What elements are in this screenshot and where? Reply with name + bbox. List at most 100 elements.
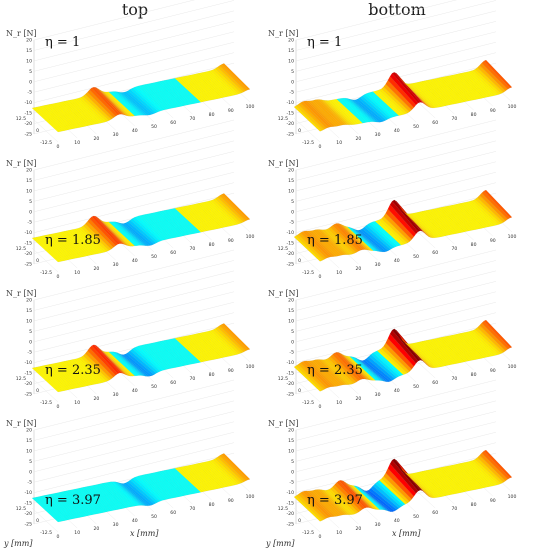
z-axis-label: N_r [N]: [268, 29, 299, 38]
x-tick-label: 60: [170, 120, 176, 126]
surface: [31, 193, 251, 263]
y-tick-label: 0: [298, 128, 301, 134]
z-gridline: [33, 270, 235, 322]
x-gridline: [293, 247, 321, 273]
z-tick-label: 20: [288, 38, 294, 44]
z-gridline: [33, 421, 235, 472]
y-tick-label: 0: [298, 518, 301, 524]
x-tick-label: 0: [57, 144, 60, 150]
x-tick-label: 40: [394, 388, 400, 394]
x-tick-label: 50: [151, 124, 157, 130]
x-tick-label: 70: [189, 376, 195, 382]
x-tick-label: 100: [246, 234, 255, 240]
y-axis-label: y [mm]: [3, 539, 33, 548]
z-gridline: [295, 281, 497, 332]
x-tick-label: 40: [132, 388, 138, 394]
y-tick-label: -12.5: [302, 400, 314, 406]
z-gridline: [295, 10, 497, 62]
y-tick-label: -12.5: [40, 400, 52, 406]
y-tick-label: 12.5: [278, 506, 288, 512]
z-tick-label: 0: [29, 79, 32, 85]
z-gridline: [33, 400, 235, 452]
z-gridline: [295, 161, 497, 212]
z-tick-label: -10: [24, 490, 32, 496]
z-gridline: [33, 130, 235, 181]
z-tick-label: -15: [24, 501, 32, 507]
z-gridline: [295, 302, 497, 353]
x-tick-label: 50: [413, 384, 419, 390]
z-tick-label: 20: [288, 168, 294, 174]
z-tick-label: -10: [24, 360, 32, 366]
y-tick-label: 0: [36, 388, 39, 394]
y-tick-label: 12.5: [16, 376, 26, 382]
z-gridline: [33, 10, 235, 62]
surface: [31, 63, 251, 133]
z-tick-label: -15: [24, 241, 32, 247]
z-tick-label: 5: [29, 199, 32, 205]
column-title-bottom: bottom: [368, 0, 426, 19]
z-tick-label: -25: [24, 392, 32, 398]
x-tick-label: 50: [151, 384, 157, 390]
z-gridline: [295, 140, 497, 192]
z-gridline: [33, 21, 235, 72]
x-tick-label: 30: [113, 522, 119, 528]
surface-patch: [221, 453, 251, 481]
surface: [293, 319, 513, 392]
z-tick-label: -15: [286, 111, 294, 117]
z-axis-label: N_r [N]: [268, 419, 299, 428]
y-axis-label: y [mm]: [265, 539, 295, 548]
x-tick-label: 90: [228, 368, 234, 374]
x-tick-label: 10: [336, 270, 342, 276]
x-tick-label: 10: [336, 530, 342, 536]
x-tick-label: 20: [355, 266, 361, 272]
z-tick-label: 10: [288, 448, 294, 454]
x-tick-label: 90: [490, 238, 496, 244]
z-tick-label: 20: [288, 428, 294, 434]
z-tick-label: 10: [288, 58, 294, 64]
z-gridline: [33, 390, 235, 441]
z-gridline: [33, 411, 235, 462]
x-gridline: [31, 247, 59, 273]
eta-label: η = 2.35: [307, 363, 363, 378]
z-tick-label: 15: [288, 178, 294, 184]
y-tick-label: 12.5: [16, 116, 26, 122]
z-gridline: [295, 151, 497, 202]
x-tick-label: 60: [432, 250, 438, 256]
z-tick-label: -10: [286, 100, 294, 106]
surface-patch: [483, 319, 513, 349]
z-gridline: [33, 260, 235, 311]
y-tick-label: 12.5: [278, 376, 288, 382]
z-gridline: [295, 379, 497, 431]
z-tick-label: 0: [29, 209, 32, 215]
z-tick-label: 10: [26, 58, 32, 64]
x-tick-label: 40: [394, 518, 400, 524]
z-gridline: [33, 182, 235, 233]
z-tick-label: 20: [26, 38, 32, 44]
x-tick-label: 60: [432, 380, 438, 386]
y-tick-label: 0: [36, 258, 39, 264]
z-gridline: [33, 249, 235, 301]
x-gridline: [31, 117, 59, 143]
x-tick-label: 80: [209, 242, 215, 248]
z-tick-label: 15: [26, 178, 32, 184]
x-tick-label: 10: [74, 270, 80, 276]
z-gridline: [33, 52, 235, 103]
z-gridline: [295, 172, 497, 223]
x-tick-label: 20: [355, 526, 361, 532]
x-tick-label: 70: [451, 506, 457, 512]
x-tick-label: 50: [413, 254, 419, 260]
x-tick-label: 50: [413, 514, 419, 520]
z-gridline: [295, 421, 497, 472]
x-tick-label: 0: [57, 274, 60, 280]
z-gridline: [33, 31, 235, 82]
surface-patch: [483, 59, 513, 89]
eta-label: η = 1.85: [307, 233, 363, 248]
x-tick-label: 0: [57, 404, 60, 410]
x-gridline: [31, 507, 59, 533]
z-gridline: [33, 281, 235, 332]
z-tick-label: -25: [24, 522, 32, 528]
z-tick-label: -20: [24, 251, 32, 257]
